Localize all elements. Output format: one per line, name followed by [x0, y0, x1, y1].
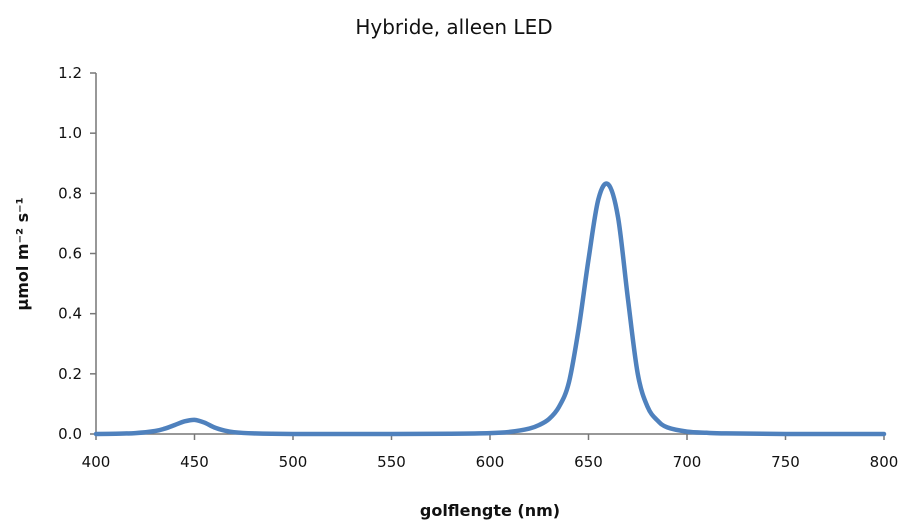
y-tick-label: 0.8 — [58, 184, 82, 202]
x-tick-label: 450 — [180, 453, 209, 471]
y-tick-label: 0.6 — [58, 245, 82, 263]
x-tick-label: 600 — [476, 453, 505, 471]
chart-title: Hybride, alleen LED — [355, 15, 552, 39]
y-tick-label: 0.4 — [58, 305, 82, 323]
y-tick-label: 1.0 — [58, 124, 82, 142]
y-tick-label: 0.0 — [58, 425, 82, 443]
x-tick-label: 800 — [870, 453, 899, 471]
x-tick-label: 700 — [673, 453, 702, 471]
y-axis-ticks: 0.0 0.2 0.4 0.6 0.8 1.0 1.2 — [58, 64, 96, 443]
y-axis-title: µmol m⁻² s⁻¹ — [13, 197, 32, 310]
x-tick-label: 400 — [82, 453, 111, 471]
x-tick-label: 650 — [574, 453, 603, 471]
x-tick-label: 550 — [377, 453, 406, 471]
x-tick-label: 750 — [771, 453, 800, 471]
y-tick-label: 1.2 — [58, 64, 82, 82]
x-axis-ticks: 400 450 500 550 600 650 700 750 800 — [82, 434, 899, 471]
y-tick-label: 0.2 — [58, 365, 82, 383]
x-axis-title: golflengte (nm) — [420, 501, 560, 520]
series-line — [93, 181, 887, 437]
x-tick-label: 500 — [279, 453, 308, 471]
